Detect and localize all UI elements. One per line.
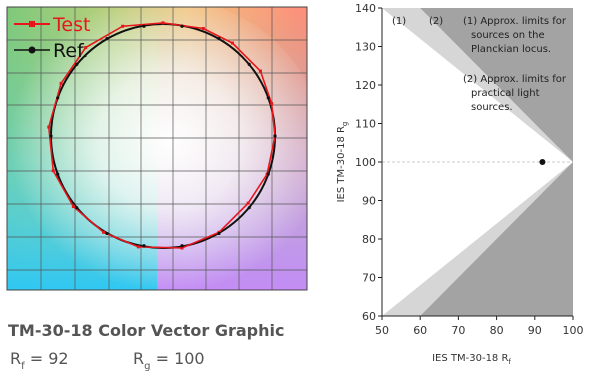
rg-equals: = — [150, 349, 175, 368]
background-white-glow — [3, 0, 323, 298]
test-point — [230, 41, 234, 45]
reference-point — [266, 172, 270, 176]
reference-point — [49, 134, 53, 138]
y-tick-label: 60 — [362, 310, 376, 323]
reference-point — [180, 24, 184, 28]
test-point — [51, 169, 55, 173]
rf-subscript: f — [21, 361, 25, 372]
practical-limits-note-line: sources. — [471, 102, 513, 113]
x-tick-label: 100 — [563, 324, 584, 337]
practical-limits-note-line: (2) Approx. limits for — [463, 74, 567, 85]
test-point — [136, 245, 140, 249]
rg-metric: Rg = 100 — [133, 349, 205, 372]
cvg-legend: Test Ref. — [14, 14, 90, 62]
reference-point — [247, 62, 251, 66]
reference-point — [266, 96, 270, 100]
x-tick-label: 50 — [375, 324, 389, 337]
practical-limits-note: (2) Approx. limits for practical light sou… — [463, 74, 567, 113]
legend-test-marker — [29, 21, 35, 27]
legend-ref-marker — [28, 46, 36, 54]
test-point — [270, 102, 274, 106]
reference-point — [217, 36, 221, 41]
reference-point — [105, 231, 109, 236]
rf-metric: Rf = 92 — [10, 349, 69, 372]
color-vector-graphic-panel: Test Ref. TM-30-18 Color Vector Graphic R… — [3, 0, 323, 372]
y-tick-label: 110 — [355, 118, 376, 131]
test-point — [246, 201, 250, 205]
rf-value: 92 — [48, 349, 69, 368]
cvg-frame — [6, 6, 308, 291]
cvg-title: TM-30-18 Color Vector Graphic — [8, 321, 285, 340]
rg-symbol: R — [133, 349, 145, 368]
test-point — [258, 69, 262, 73]
color-vector-graphic: Test Ref. — [3, 0, 323, 298]
test-point — [201, 26, 205, 30]
test-point — [102, 230, 106, 234]
y-tick-label: 140 — [355, 2, 376, 15]
reference-point — [105, 36, 109, 41]
rf-rg-panel: 60 70 80 90 100 110 120 130 140 50 60 70 80 90 100 IES … — [332, 0, 589, 378]
test-point — [84, 46, 88, 50]
y-tick-label: 130 — [355, 41, 376, 54]
x-axis-label-subscript: f — [508, 358, 511, 366]
reference-point — [75, 206, 79, 210]
reference-point — [142, 244, 146, 248]
x-tick-label: 90 — [528, 324, 542, 337]
reference-point — [273, 134, 277, 138]
legend-ref-label: Ref. — [53, 40, 88, 62]
test-point — [161, 21, 165, 25]
practical-limits-note-line: practical light — [471, 88, 540, 99]
legend-test-label: Test — [52, 14, 90, 36]
x-tick-label: 80 — [490, 324, 504, 337]
y-tick-label: 80 — [362, 233, 376, 246]
practical-region-label: (2) — [429, 16, 443, 27]
y-tick-label: 100 — [355, 156, 376, 169]
test-point — [180, 246, 184, 250]
x-axis-label: IES TM-30-18 Rf — [432, 353, 511, 366]
reference-point — [56, 172, 60, 176]
x-tick-label: 60 — [413, 324, 427, 337]
planckian-limits-note-line: sources on the — [471, 30, 545, 41]
test-point — [121, 24, 125, 28]
y-tick-label: 90 — [362, 195, 376, 208]
y-tick-label: 120 — [355, 79, 376, 92]
y-tick-label: 70 — [362, 272, 376, 285]
planckian-limits-note: (1) Approx. limits for sources on the Plan… — [463, 16, 567, 55]
planckian-region-label: (1) — [392, 16, 406, 27]
y-axis-label-subscript: g — [341, 122, 349, 126]
reference-point — [180, 244, 184, 248]
reference-point — [247, 206, 251, 210]
rf-symbol: R — [10, 349, 22, 368]
test-point — [59, 81, 63, 85]
planckian-limits-note-line: Planckian locus. — [471, 44, 551, 55]
planckian-limits-note-line: (1) Approx. limits for — [463, 16, 567, 27]
x-tick-label: 70 — [451, 324, 465, 337]
y-axis-label: IES TM-30-18 Rg — [336, 122, 349, 203]
reference-point — [217, 231, 221, 236]
reference-point — [142, 24, 146, 28]
test-point — [47, 125, 51, 129]
rg-value: 100 — [174, 349, 205, 368]
reference-point — [75, 62, 79, 66]
rg-subscript: g — [144, 361, 151, 372]
reference-point — [56, 96, 60, 100]
rf-equals: = — [24, 349, 49, 368]
test-point — [71, 205, 75, 209]
rf-rg-data-point — [539, 159, 546, 165]
